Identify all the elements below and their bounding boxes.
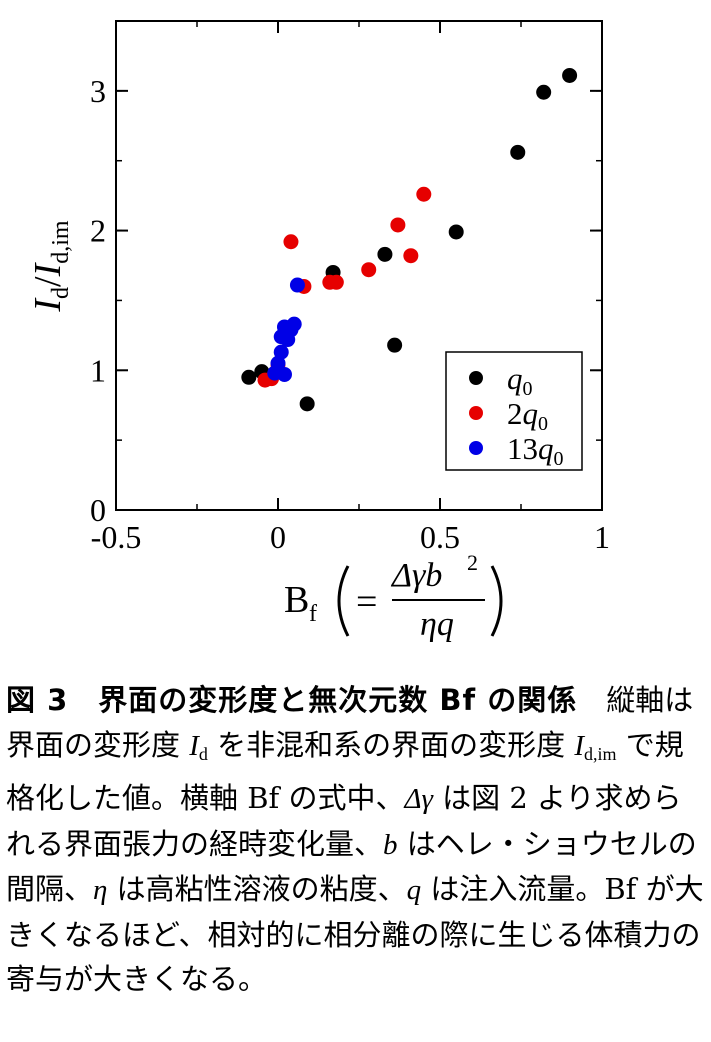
data-point-q0 xyxy=(377,246,393,262)
caption-text: はヘレ・ショウセルの間隔、 xyxy=(6,826,697,907)
data-point-13q0 xyxy=(276,366,292,382)
data-point-q0 xyxy=(387,337,403,353)
caption-text: で規格化した値。横軸 Bf の式中、 xyxy=(6,727,684,816)
y-label-I1: I xyxy=(27,297,69,313)
caption-sub-d: d xyxy=(198,743,208,764)
data-point-2q0 xyxy=(328,274,344,290)
legend-label-2q0: 2q0 xyxy=(507,396,548,435)
y-label-I2: I xyxy=(27,261,69,277)
caption-text: は注入流量。Bf が大きくなるほど、相対的に相分離の際に生じる体積力の寄与が大き… xyxy=(6,872,704,996)
x-tick-label: 0.5 xyxy=(420,519,460,555)
y-tick-label: 3 xyxy=(90,73,106,109)
left-paren xyxy=(337,565,350,637)
data-point-2q0 xyxy=(403,248,419,264)
right-paren xyxy=(490,565,503,637)
legend-prefix: 2 xyxy=(507,396,523,431)
data-point-q0 xyxy=(510,144,526,160)
caption-sub-dim: d,im xyxy=(584,743,617,764)
data-point-2q0 xyxy=(416,186,432,202)
caption-var-dgamma: Δγ xyxy=(404,783,433,815)
data-points xyxy=(241,67,578,412)
caption-text: を非混和系の界面の変形度 xyxy=(207,727,575,762)
legend: q0 2q0 13q0 xyxy=(445,351,583,471)
x-label-name: B xyxy=(284,579,309,621)
y-axis-label: Id/Id,im xyxy=(27,220,74,313)
legend-sub: 0 xyxy=(523,378,533,400)
data-point-2q0 xyxy=(283,234,299,250)
data-point-q0 xyxy=(562,67,578,83)
caption-var-I: I xyxy=(574,729,584,762)
data-point-2q0 xyxy=(361,262,377,278)
x-label-numerator-sup: 2 xyxy=(467,550,478,575)
x-tick-label: -0.5 xyxy=(91,519,142,555)
data-point-q0 xyxy=(299,396,315,412)
x-tick-label: 1 xyxy=(594,519,610,555)
legend-label-13q0: 13q0 xyxy=(507,431,564,470)
x-label-sub: f xyxy=(309,601,317,627)
x-label-denominator: ηq xyxy=(420,606,454,643)
legend-q: q xyxy=(538,431,554,466)
x-tick-label: 0 xyxy=(270,519,286,555)
legend-marker-q0 xyxy=(469,371,483,385)
caption-text: 縦軸は界面の変形度 xyxy=(6,683,694,762)
caption-text: は図 2 より求められる界面張力の経時変化量、 xyxy=(6,781,682,861)
caption-var-I: I xyxy=(189,729,199,762)
y-label-sub1: d xyxy=(48,287,74,299)
caption-var-q: q xyxy=(406,874,422,906)
x-label-numerator: Δγb xyxy=(390,557,442,594)
caption-var-eta: η xyxy=(93,874,108,906)
legend-sub: 0 xyxy=(538,413,548,435)
legend-marker-2q0 xyxy=(469,406,483,420)
y-tick-label: 1 xyxy=(90,352,106,388)
caption-text: は高粘性溶液の粘度、 xyxy=(107,872,407,906)
legend-q: q xyxy=(507,361,523,396)
y-label-slash: / xyxy=(27,276,69,287)
data-point-13q0 xyxy=(289,277,305,293)
x-axis-label: B f = Δγb 2 ηq xyxy=(284,550,503,643)
y-label-sub2: d,im xyxy=(48,220,74,264)
data-point-q0 xyxy=(536,84,552,100)
legend-box xyxy=(445,351,583,471)
caption-var-b: b xyxy=(383,828,398,861)
caption-heading: 図 3 界面の変形度と無次元数 Bf の関係 xyxy=(6,683,578,717)
data-point-2q0 xyxy=(390,217,406,233)
data-point-13q0 xyxy=(286,316,302,332)
y-tick-label: 0 xyxy=(90,492,106,528)
legend-q: q xyxy=(523,396,539,431)
y-tick-label: 2 xyxy=(90,213,106,249)
legend-label-q0: q0 xyxy=(507,361,533,400)
data-point-13q0 xyxy=(273,344,289,360)
figure-caption: 図 3 界面の変形度と無次元数 Bf の関係 縦軸は界面の変形度 Id を非混和… xyxy=(6,678,706,1002)
legend-prefix: 13 xyxy=(507,431,538,466)
data-point-q0 xyxy=(241,369,257,385)
legend-sub: 0 xyxy=(554,448,564,470)
data-point-q0 xyxy=(448,224,464,240)
legend-marker-13q0 xyxy=(469,441,483,455)
x-label-equals: = xyxy=(356,581,377,623)
axis-ticks xyxy=(115,20,603,511)
